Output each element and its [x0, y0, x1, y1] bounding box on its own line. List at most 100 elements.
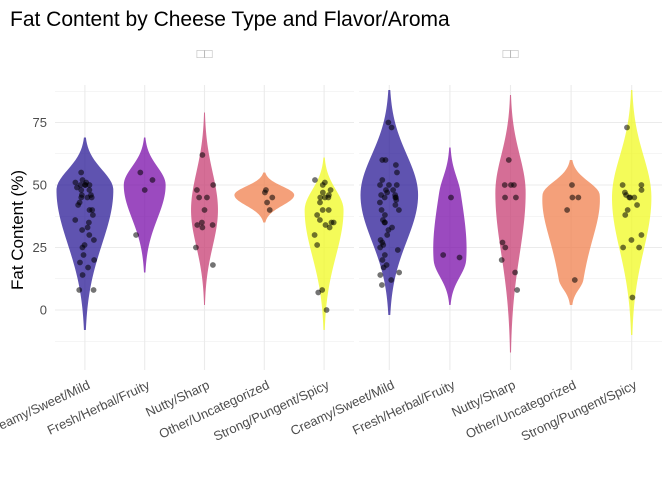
data-point [440, 252, 447, 258]
data-point [621, 189, 628, 196]
data-point [86, 232, 93, 238]
data-point [511, 182, 517, 188]
data-point [624, 207, 631, 213]
data-point [382, 212, 388, 218]
data-point [317, 217, 323, 223]
data-point [77, 259, 83, 266]
data-point [314, 242, 321, 248]
y-tick-label: 75 [33, 115, 47, 130]
data-point [141, 187, 148, 193]
data-point [620, 244, 627, 251]
data-point [448, 194, 454, 201]
data-point [386, 182, 392, 188]
data-point [317, 194, 324, 201]
data-point [76, 287, 83, 293]
violin-0 [56, 137, 114, 330]
data-point [382, 157, 389, 163]
data-point [379, 257, 386, 263]
data-point [385, 119, 392, 126]
data-point [72, 217, 79, 223]
data-point [396, 207, 402, 213]
violin-3 [542, 160, 600, 305]
data-point [137, 169, 144, 176]
data-point [377, 272, 384, 278]
data-point [86, 187, 93, 193]
data-point [388, 277, 395, 283]
x-tick-label: Fresh/Herbal/Fruity [45, 377, 153, 438]
data-point [501, 182, 508, 188]
x-tick-label: Fresh/Herbal/Fruity [350, 377, 458, 438]
data-point [319, 189, 326, 196]
data-point [89, 212, 96, 218]
data-point [88, 192, 94, 198]
data-point [198, 219, 205, 226]
data-point [89, 207, 96, 213]
violin-3 [234, 172, 295, 223]
data-point [325, 207, 332, 213]
data-point [396, 269, 403, 276]
data-point [498, 257, 505, 263]
data-point [381, 252, 388, 258]
data-point [199, 224, 206, 231]
data-point [383, 262, 390, 268]
data-point [629, 294, 636, 301]
violin-2 [495, 95, 526, 353]
data-point [79, 272, 86, 278]
data-point [389, 224, 395, 231]
panels: □□0255075Creamy/Sweet/MildFresh/Herbal/F… [0, 46, 662, 444]
y-axis-label: Fat Content (%) [8, 170, 27, 290]
data-point [90, 287, 97, 293]
data-point [319, 287, 326, 293]
data-point [499, 239, 506, 246]
data-point [85, 219, 92, 226]
data-point [263, 187, 269, 193]
data-point [564, 207, 571, 213]
data-point [311, 232, 318, 238]
data-point [505, 157, 512, 163]
data-point [319, 207, 326, 213]
data-point [85, 264, 91, 271]
data-point [204, 194, 210, 201]
data-point [392, 202, 399, 208]
data-point [269, 194, 276, 201]
data-point [513, 194, 519, 201]
data-point [210, 262, 216, 268]
violin-4 [304, 157, 344, 330]
data-point [638, 232, 645, 238]
data-point [571, 277, 578, 283]
data-point [379, 282, 385, 288]
data-point [84, 224, 91, 231]
violin-1 [433, 147, 467, 305]
data-point [377, 199, 383, 206]
data-point [266, 207, 273, 213]
data-point [575, 194, 582, 201]
data-point [79, 227, 86, 233]
data-point [569, 182, 575, 188]
data-point [209, 222, 216, 228]
data-point [392, 192, 398, 198]
data-point [325, 192, 332, 198]
data-point [569, 194, 576, 201]
data-point [77, 182, 84, 188]
violin-0 [360, 90, 419, 315]
data-point [619, 182, 626, 188]
data-point [636, 244, 642, 251]
data-point [196, 194, 203, 201]
data-point [512, 269, 519, 276]
data-point [378, 207, 385, 213]
y-tick-label: 50 [33, 178, 47, 193]
data-point [634, 202, 640, 208]
data-point [638, 187, 645, 193]
data-point [321, 179, 328, 186]
data-point [76, 199, 83, 206]
chart-title: Fat Content by Cheese Type and Flavor/Ar… [10, 8, 450, 31]
x-tick-label: Strong/Pungent/Spicy [519, 377, 640, 444]
data-point [72, 179, 79, 186]
data-point [133, 232, 139, 238]
data-point [502, 194, 508, 201]
data-point [199, 152, 206, 158]
data-point [312, 177, 318, 183]
data-point [79, 177, 86, 183]
data-point [201, 207, 208, 213]
